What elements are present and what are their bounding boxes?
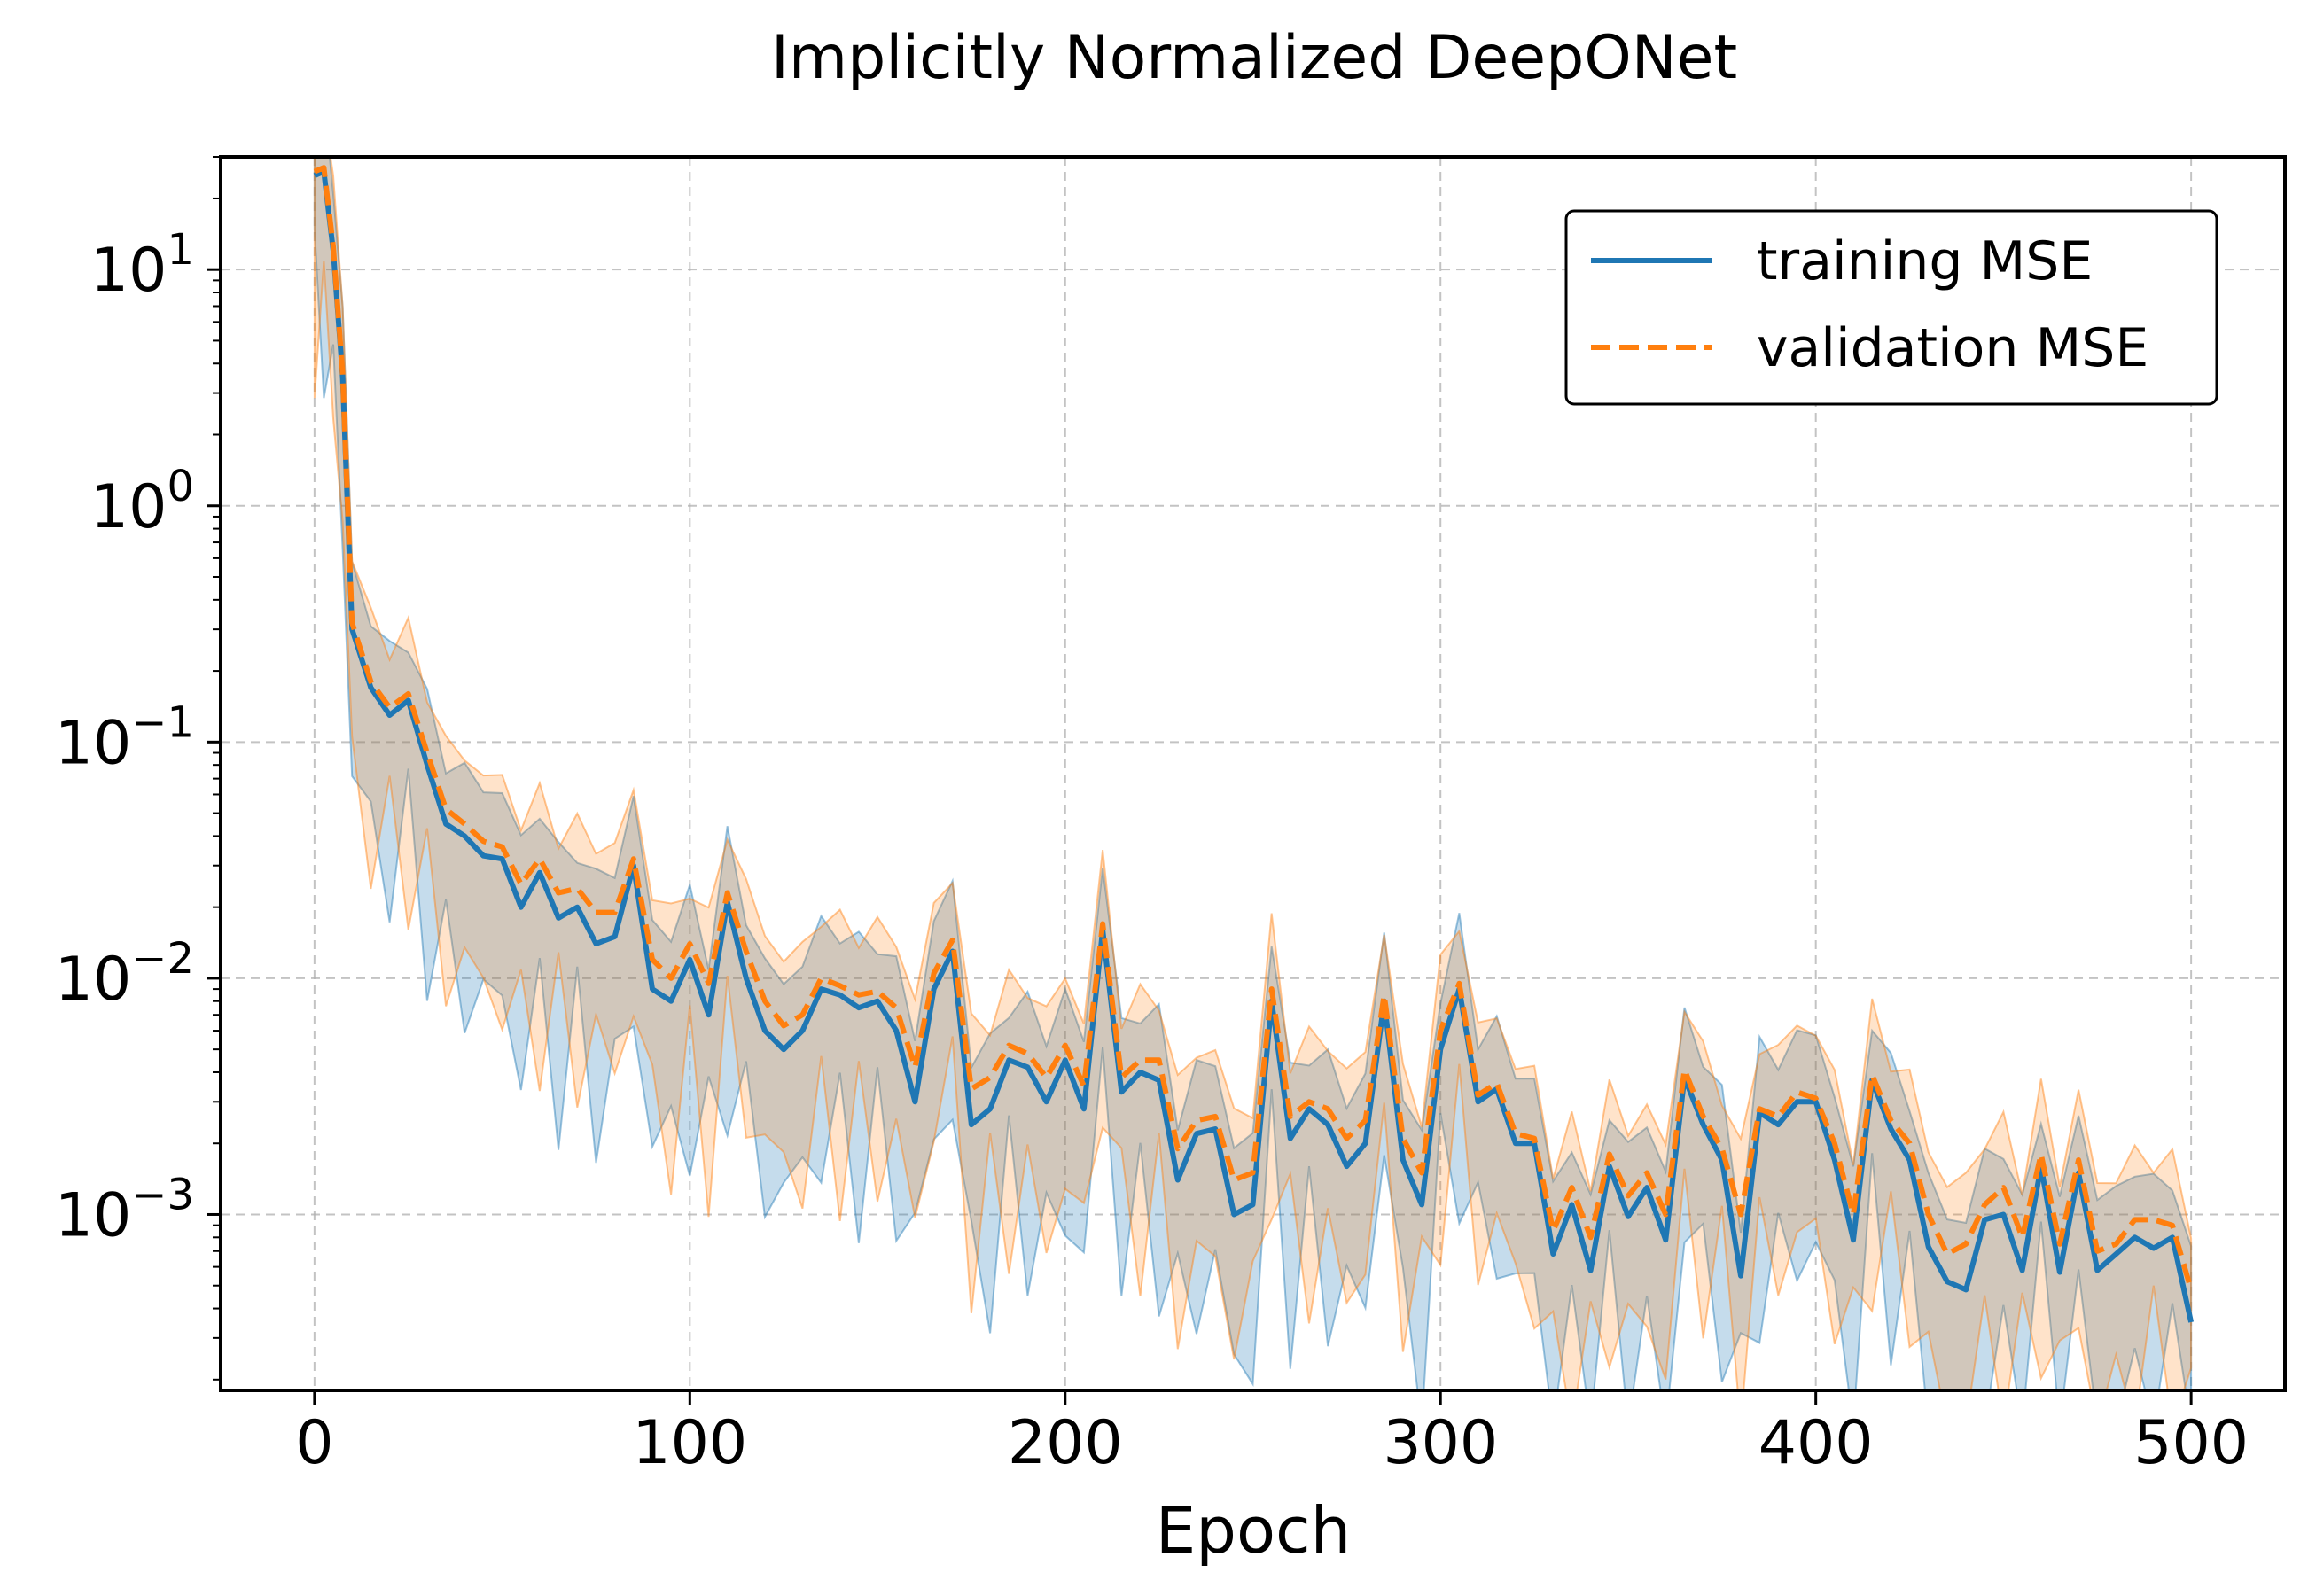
x-tick-label: 0 — [295, 1408, 333, 1478]
ticks: 0 100 200 300 400 500 101 100 10−1 10−2 10−3 — [55, 156, 2249, 1478]
uncertainty-bands — [313, 157, 2193, 1390]
legend-label-training: training MSE — [1757, 230, 2093, 292]
chart-title: Implicitly Normalized DeepONet — [771, 23, 1737, 93]
band-validation — [313, 157, 2193, 1390]
legend-box — [1564, 209, 2218, 406]
legend-label-validation: validation MSE — [1757, 317, 2148, 379]
band-training — [313, 157, 2193, 1390]
plot-frame — [219, 155, 2287, 1392]
y-tick-label: 100 — [90, 462, 194, 542]
x-tick-label: 300 — [1383, 1408, 1498, 1478]
x-tick-label: 500 — [2133, 1408, 2249, 1478]
x-tick-label: 100 — [632, 1408, 747, 1478]
y-tick-label: 101 — [90, 225, 194, 306]
legend: training MSE validation MSE — [1564, 209, 2218, 406]
y-tick-label: 10−3 — [55, 1170, 194, 1250]
x-axis-label: Epoch — [1156, 1493, 1351, 1568]
y-tick-label: 10−1 — [55, 697, 194, 778]
y-tick-label: 10−2 — [55, 934, 194, 1015]
series-lines — [313, 165, 2195, 1323]
x-tick-label: 400 — [1758, 1408, 1874, 1478]
x-tick-label: 200 — [1008, 1408, 1123, 1478]
